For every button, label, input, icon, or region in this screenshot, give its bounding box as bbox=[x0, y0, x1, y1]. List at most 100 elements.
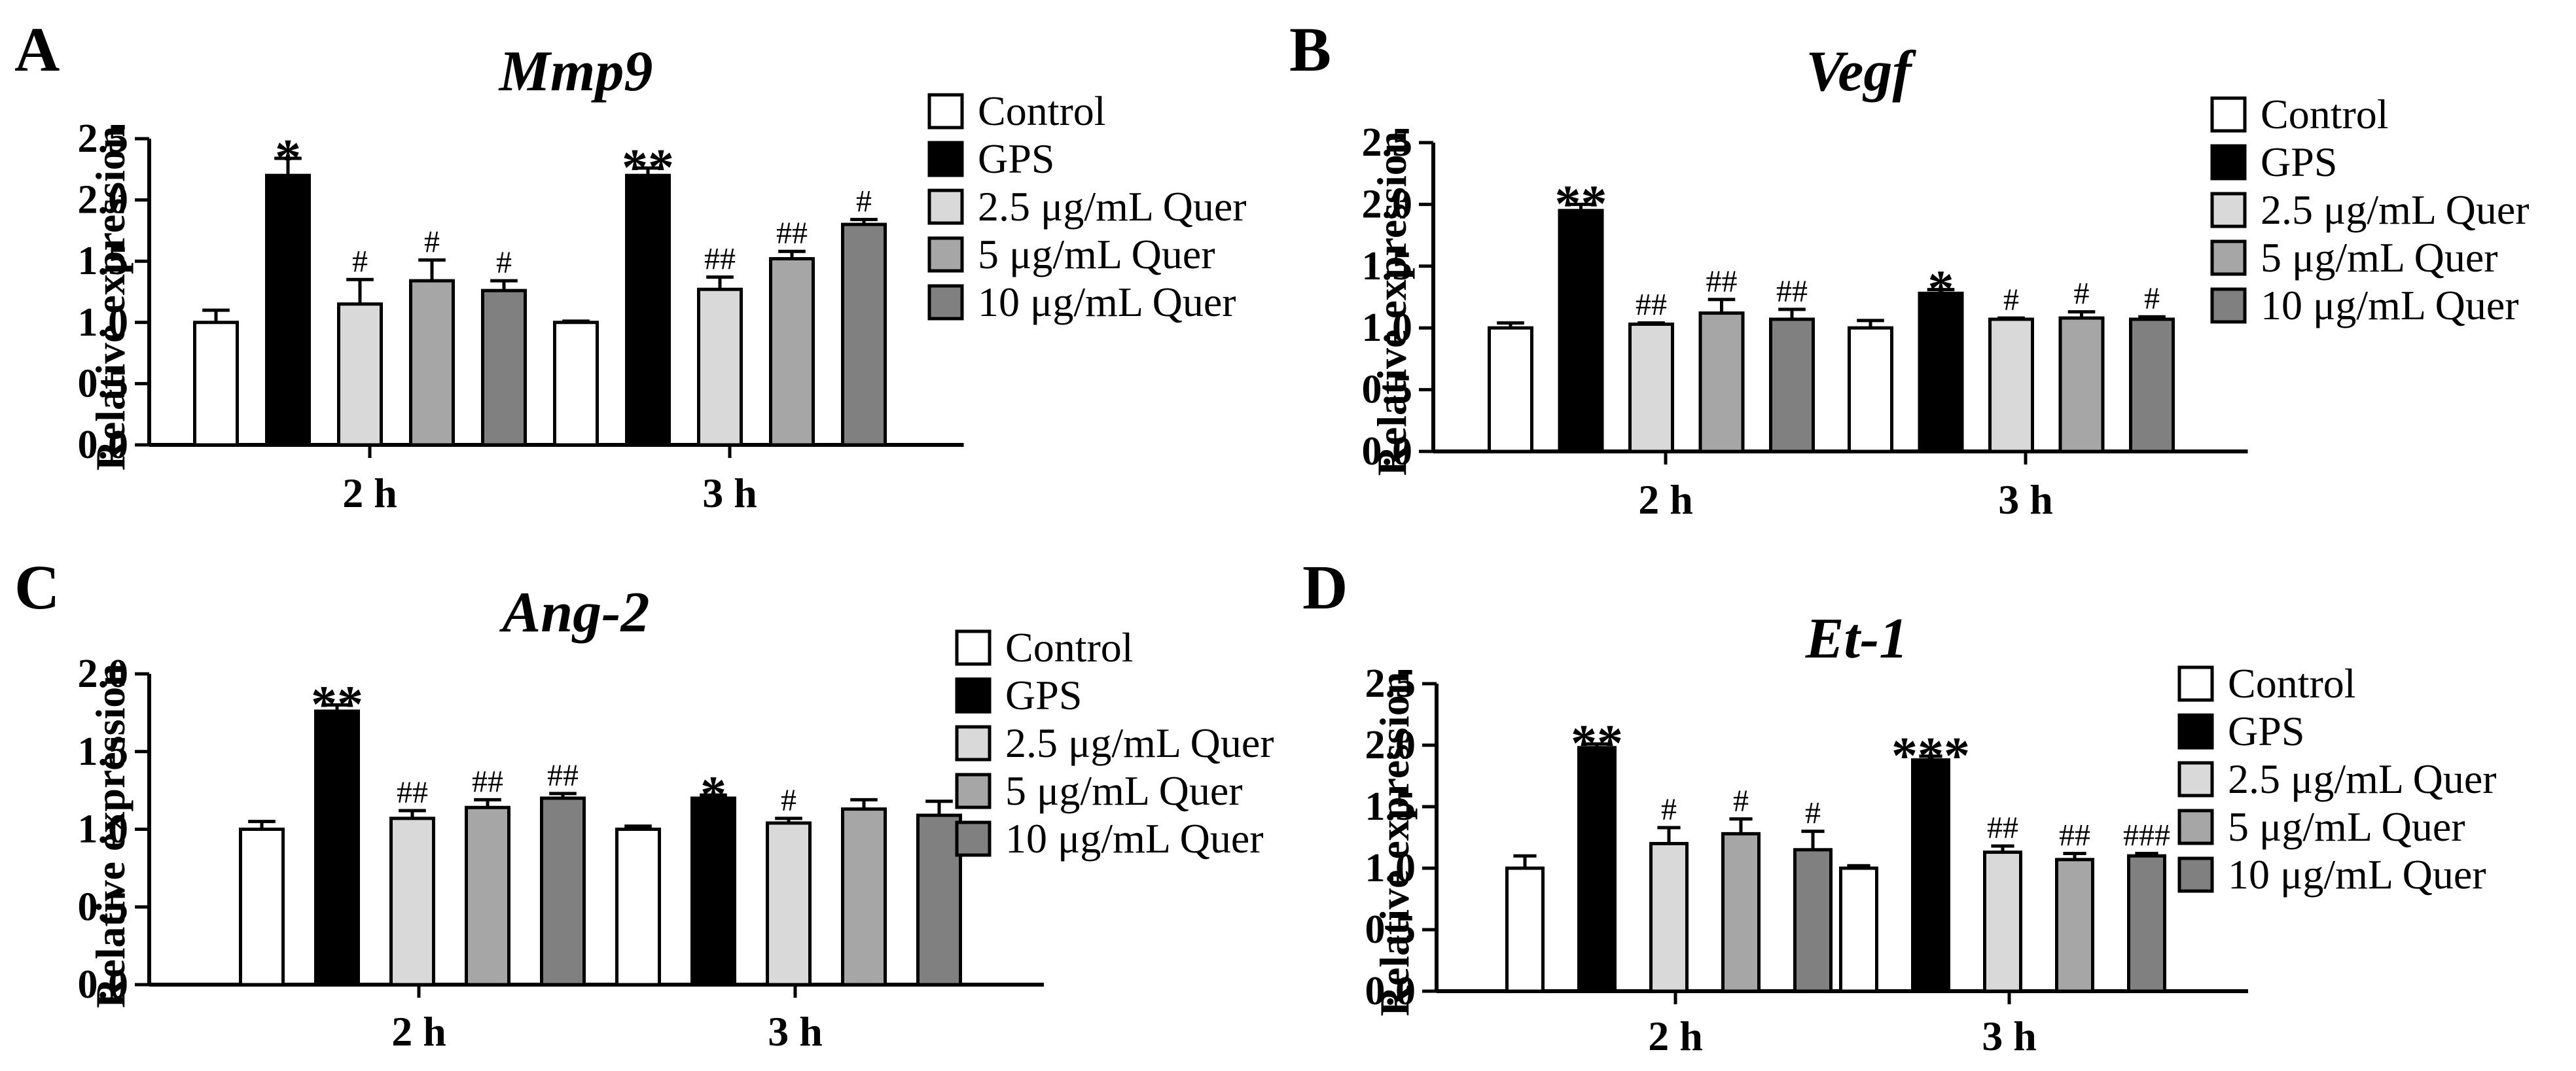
y-tick-label: 1.0 bbox=[1365, 846, 1416, 890]
y-axis-label: Relative expression bbox=[87, 663, 134, 1008]
bar bbox=[239, 828, 285, 987]
bar bbox=[615, 828, 661, 987]
significance-hash: # bbox=[2144, 281, 2160, 316]
y-tick-label: 2.0 bbox=[1365, 723, 1416, 767]
x-tick-label: 3 h bbox=[702, 470, 757, 516]
legend-swatch bbox=[2210, 96, 2247, 133]
bar bbox=[697, 287, 743, 447]
bar bbox=[1911, 758, 1950, 993]
legend-swatch bbox=[2210, 192, 2247, 228]
bar bbox=[1983, 851, 2022, 993]
significance-hash: # bbox=[424, 224, 440, 259]
bar bbox=[625, 173, 671, 447]
bar bbox=[2058, 316, 2105, 453]
bar bbox=[1721, 832, 1761, 993]
panel-letter: D bbox=[1302, 552, 1348, 622]
bar bbox=[465, 805, 510, 987]
bar bbox=[1558, 209, 1604, 453]
chart-title: Mmp9 bbox=[498, 40, 653, 103]
significance-star: * bbox=[275, 130, 301, 187]
legend-label: 2.5 μg/mL Quer bbox=[978, 183, 1247, 230]
bar bbox=[1769, 317, 1815, 453]
legend-label: GPS bbox=[978, 135, 1054, 182]
y-tick-label: 2.0 bbox=[78, 652, 129, 696]
significance-hash: # bbox=[856, 184, 872, 219]
significance-hash: ### bbox=[2123, 818, 2170, 852]
bar bbox=[1649, 841, 1689, 993]
x-tick-label: 3 h bbox=[768, 1008, 823, 1055]
chart-title: Vegf bbox=[1806, 40, 1916, 103]
legend-swatch bbox=[2210, 144, 2247, 181]
y-axis-label: Relative expression bbox=[87, 126, 134, 471]
legend-label: 5 μg/mL Quer bbox=[2261, 234, 2498, 281]
bar bbox=[481, 289, 527, 447]
significance-hash: # bbox=[1661, 792, 1677, 827]
y-tick-label: 1.5 bbox=[78, 729, 129, 774]
bar bbox=[1628, 323, 1674, 453]
legend-label: GPS bbox=[2228, 708, 2304, 754]
legend-label: 10 μg/mL Quer bbox=[1005, 815, 1264, 862]
y-axis-label: Relative expression bbox=[1368, 132, 1415, 476]
panel-letter: C bbox=[14, 552, 60, 622]
legend-swatch bbox=[927, 284, 964, 321]
bar bbox=[409, 279, 455, 447]
legend-swatch bbox=[955, 773, 992, 809]
significance-hash: ## bbox=[2059, 818, 2090, 852]
legend-swatch bbox=[2177, 809, 2214, 845]
bar bbox=[1698, 311, 1745, 453]
significance-hash: ## bbox=[1776, 274, 1808, 309]
y-tick-label: 0.0 bbox=[1362, 429, 1413, 474]
significance-hash: ## bbox=[776, 216, 808, 251]
bar bbox=[337, 302, 383, 447]
significance-star: ** bbox=[622, 139, 674, 197]
y-tick-label: 2.5 bbox=[78, 116, 129, 161]
legend-label: Control bbox=[978, 88, 1106, 134]
legend-swatch bbox=[2177, 856, 2214, 893]
legend-label: 5 μg/mL Quer bbox=[978, 231, 1215, 277]
significance-hash: # bbox=[2003, 283, 2019, 317]
bar bbox=[1505, 866, 1545, 993]
significance-hash: # bbox=[352, 244, 368, 279]
significance-hash: # bbox=[496, 245, 512, 280]
legend-swatch bbox=[2177, 713, 2214, 750]
y-tick-label: 0.5 bbox=[1365, 907, 1416, 952]
panel-letter: A bbox=[14, 14, 60, 84]
legend-label: Control bbox=[2261, 91, 2389, 137]
y-tick-label: 0.5 bbox=[78, 885, 129, 929]
legend-label: 2.5 μg/mL Quer bbox=[2261, 186, 2530, 233]
y-tick-label: 1.5 bbox=[78, 239, 129, 283]
y-tick-label: 0.5 bbox=[1362, 368, 1413, 412]
significance-hash: # bbox=[781, 783, 796, 818]
y-tick-label: 2.0 bbox=[78, 178, 129, 222]
y-tick-label: 0.0 bbox=[1365, 969, 1416, 1013]
legend-label: 2.5 μg/mL Quer bbox=[2228, 756, 2497, 802]
legend-swatch bbox=[955, 820, 992, 857]
bar bbox=[265, 173, 311, 447]
bar bbox=[2127, 854, 2166, 993]
legend-label: 10 μg/mL Quer bbox=[2261, 282, 2519, 328]
significance-star: ** bbox=[1555, 175, 1607, 233]
significance-hash: ## bbox=[1636, 288, 1667, 323]
bar bbox=[193, 321, 239, 447]
y-tick-label: 2.5 bbox=[1362, 120, 1413, 165]
bar bbox=[841, 807, 887, 987]
bar bbox=[769, 256, 815, 447]
significance-hash: ## bbox=[704, 242, 736, 277]
legend-swatch bbox=[955, 725, 992, 762]
x-tick-label: 2 h bbox=[1638, 476, 1693, 523]
bar bbox=[1793, 848, 1833, 993]
legend-label: 2.5 μg/mL Quer bbox=[1005, 720, 1274, 766]
legend-swatch bbox=[955, 677, 992, 714]
x-tick-label: 3 h bbox=[1998, 476, 2053, 523]
bar bbox=[314, 709, 360, 987]
bar bbox=[389, 816, 435, 987]
legend-swatch bbox=[927, 93, 964, 130]
legend-label: GPS bbox=[1005, 672, 1082, 718]
significance-hash: # bbox=[1805, 796, 1821, 831]
bar bbox=[1848, 326, 1893, 453]
